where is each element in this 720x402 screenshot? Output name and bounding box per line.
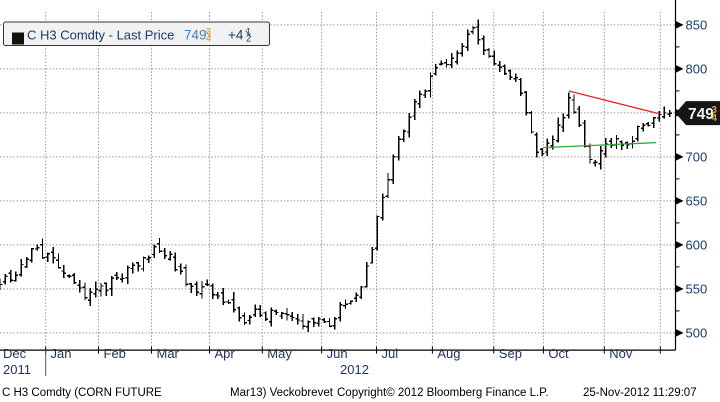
svg-text:749: 749 <box>688 106 714 123</box>
svg-text:+4: +4 <box>228 28 244 43</box>
svg-text:Jul: Jul <box>382 346 399 361</box>
svg-text:Jun: Jun <box>327 346 348 361</box>
svg-text:2011: 2011 <box>3 362 31 377</box>
svg-text:Jan: Jan <box>51 346 72 361</box>
svg-text:Nov: Nov <box>609 346 633 361</box>
svg-text:800: 800 <box>686 61 708 76</box>
svg-text:600: 600 <box>686 237 708 252</box>
svg-text:Mar: Mar <box>157 346 180 361</box>
svg-text:Feb: Feb <box>104 346 126 361</box>
svg-text:4: 4 <box>206 34 211 44</box>
svg-text:850: 850 <box>686 17 708 32</box>
svg-text:Aug: Aug <box>437 346 460 361</box>
svg-text:650: 650 <box>686 193 708 208</box>
svg-text:2: 2 <box>246 34 251 44</box>
svg-text:May: May <box>267 346 292 361</box>
svg-text:Dec: Dec <box>3 346 27 361</box>
svg-text:25-Nov-2012 11:29:07: 25-Nov-2012 11:29:07 <box>583 387 697 399</box>
svg-text:Mar13) Veckobrevet: Mar13) Veckobrevet <box>230 387 334 399</box>
svg-text:2012: 2012 <box>340 362 369 377</box>
svg-text:4: 4 <box>712 113 718 124</box>
svg-text:550: 550 <box>686 281 708 296</box>
svg-text:700: 700 <box>686 149 708 164</box>
svg-text:Apr: Apr <box>215 346 236 361</box>
svg-text:749: 749 <box>184 28 207 43</box>
svg-text:Oct: Oct <box>548 346 569 361</box>
svg-text:500: 500 <box>686 325 708 340</box>
svg-text:Sep: Sep <box>499 346 522 361</box>
svg-text:C H3 Comdty (CORN FUTURE: C H3 Comdty (CORN FUTURE <box>2 387 162 399</box>
svg-text:Copyright© 2012 Bloomberg Fina: Copyright© 2012 Bloomberg Finance L.P. <box>337 387 549 399</box>
svg-text:C H3 Comdty - Last Price: C H3 Comdty - Last Price <box>27 28 174 43</box>
